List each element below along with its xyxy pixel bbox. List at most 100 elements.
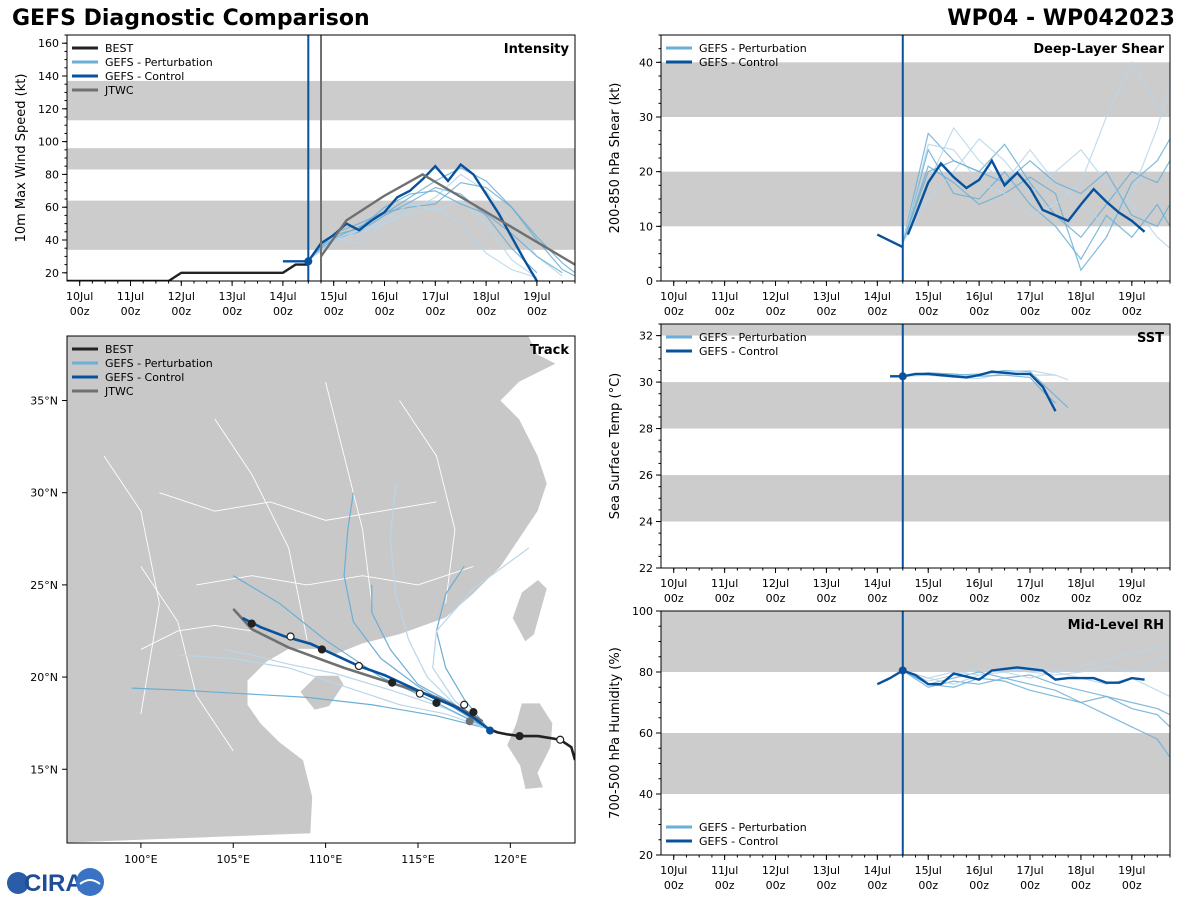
x-tick-label: 13Jul xyxy=(218,290,245,303)
panel-title: Intensity xyxy=(504,42,570,57)
legend-label: BEST xyxy=(105,343,133,356)
jtwc-start-marker xyxy=(465,717,474,726)
x-tick-sublabel: 00z xyxy=(817,305,837,318)
init-marker xyxy=(304,257,313,266)
control-line xyxy=(902,666,1145,686)
shaded-band xyxy=(661,382,1170,429)
best-marker xyxy=(556,735,565,744)
province-border xyxy=(140,624,252,650)
perturbation-track xyxy=(232,575,489,730)
x-tick-sublabel: 00z xyxy=(766,879,786,892)
x-tick-label: 11Jul xyxy=(711,864,738,877)
x-tick-sublabel: 00z xyxy=(476,305,496,318)
perturbation-line xyxy=(307,206,538,279)
perturbation-line xyxy=(902,159,1170,243)
x-tick-label: 12Jul xyxy=(762,577,789,590)
y-tick-label: 22 xyxy=(639,562,653,575)
x-tick-label: 15Jul xyxy=(915,577,942,590)
best-marker xyxy=(460,700,469,709)
panel-rh: 20 40 60 80 100 10Jul 00z 11Jul 00z 12Jul 00z 13Jul… xyxy=(608,605,1171,892)
x-tick-label: 16Jul xyxy=(965,577,992,590)
x-tick-label: 12Jul xyxy=(762,864,789,877)
y-axis-label: 200-850 hPa Shear (kt) xyxy=(608,83,623,234)
shaded-band xyxy=(661,733,1170,794)
best-line xyxy=(67,263,309,281)
x-tick-sublabel: 00z xyxy=(1071,305,1091,318)
x-tick-sublabel: 00z xyxy=(867,592,887,605)
storm-id-title: WP04 - WP042023 xyxy=(947,6,1175,31)
perturbation-line xyxy=(902,669,1170,758)
panel-intensity: 20 40 60 80 100 120 140 160 10Jul 00z 11Jul 00z 12Ju… xyxy=(14,34,576,318)
cira-logo: CIRA xyxy=(7,868,104,897)
x-tick-label: 11Jul xyxy=(117,290,144,303)
legend-label: GEFS - Perturbation xyxy=(699,42,807,55)
x-tick-sublabel: 00z xyxy=(969,879,989,892)
perturbation-line xyxy=(902,669,1170,697)
province-border xyxy=(214,418,308,641)
province-border xyxy=(159,492,437,521)
y-tick-label: 80 xyxy=(45,168,59,181)
x-tick-label: 18Jul xyxy=(472,290,499,303)
luzon-island xyxy=(506,702,554,791)
panel-shear: 0 10 20 30 40 10Jul 00z 11Jul 00z 12Jul 00z 13Jul 00… xyxy=(608,34,1171,318)
province-border xyxy=(140,566,234,752)
x-tick-sublabel: 00z xyxy=(715,879,735,892)
x-tick-label: 10Jul xyxy=(660,864,687,877)
y-tick-label: 28 xyxy=(639,423,653,436)
series-group xyxy=(876,61,1170,272)
best-marker xyxy=(469,708,478,717)
x-tick-sublabel: 00z xyxy=(1071,879,1091,892)
x-tick-label: 13Jul xyxy=(813,290,840,303)
control-track xyxy=(241,616,489,730)
logo-seal-wave xyxy=(79,879,101,885)
x-tick-sublabel: 00z xyxy=(1122,305,1142,318)
legend-label: GEFS - Control xyxy=(105,371,184,384)
y-axis-label: Sea Surface Temp (°C) xyxy=(608,373,623,520)
x-tick-label: 16Jul xyxy=(965,290,992,303)
panel-title: Mid-Level RH xyxy=(1068,618,1164,633)
x-tick-sublabel: 00z xyxy=(1071,592,1091,605)
perturbation-line xyxy=(902,669,1170,716)
x-tick-label: 19Jul xyxy=(1118,290,1145,303)
best-marker xyxy=(415,689,424,698)
y-tick-label: 60 xyxy=(639,727,653,740)
legend-label: GEFS - Perturbation xyxy=(699,821,807,834)
x-tick-label: 17Jul xyxy=(1016,864,1043,877)
control-line xyxy=(876,669,904,686)
perturbation-line xyxy=(902,148,1170,261)
logo-wordmark: CIRA xyxy=(24,870,83,897)
legend-label: GEFS - Perturbation xyxy=(105,56,213,69)
y-tick-label: 30 xyxy=(639,376,653,389)
series-group xyxy=(67,162,575,281)
x-tick-sublabel: 00z xyxy=(664,305,684,318)
x-tick-label: 11Jul xyxy=(711,290,738,303)
x-tick-label: 12Jul xyxy=(168,290,195,303)
x-tick-sublabel: 00z xyxy=(664,879,684,892)
lon-tick-label: 120°E xyxy=(494,853,527,866)
y-tick-label: 140 xyxy=(38,70,59,83)
y-tick-label: 0 xyxy=(646,275,653,288)
province-border xyxy=(196,566,474,586)
panel-title: Track xyxy=(530,343,569,358)
perturbation-track xyxy=(223,648,489,730)
control-line xyxy=(876,233,904,249)
x-tick-label: 19Jul xyxy=(1118,577,1145,590)
x-tick-label: 18Jul xyxy=(1067,290,1094,303)
x-tick-sublabel: 00z xyxy=(425,305,445,318)
best-marker xyxy=(388,678,397,687)
map-frame xyxy=(66,335,576,844)
y-tick-label: 10 xyxy=(639,220,653,233)
x-tick-label: 10Jul xyxy=(66,290,93,303)
x-tick-label: 15Jul xyxy=(320,290,347,303)
y-tick-label: 26 xyxy=(639,469,653,482)
perturbation-line xyxy=(902,669,1170,728)
x-tick-label: 14Jul xyxy=(864,290,891,303)
perturbation-line xyxy=(307,186,538,274)
legend-label: GEFS - Perturbation xyxy=(699,331,807,344)
x-tick-sublabel: 00z xyxy=(969,592,989,605)
legend-label: BEST xyxy=(105,42,133,55)
x-tick-sublabel: 00z xyxy=(918,305,938,318)
x-tick-sublabel: 00z xyxy=(817,592,837,605)
x-tick-label: 11Jul xyxy=(711,577,738,590)
